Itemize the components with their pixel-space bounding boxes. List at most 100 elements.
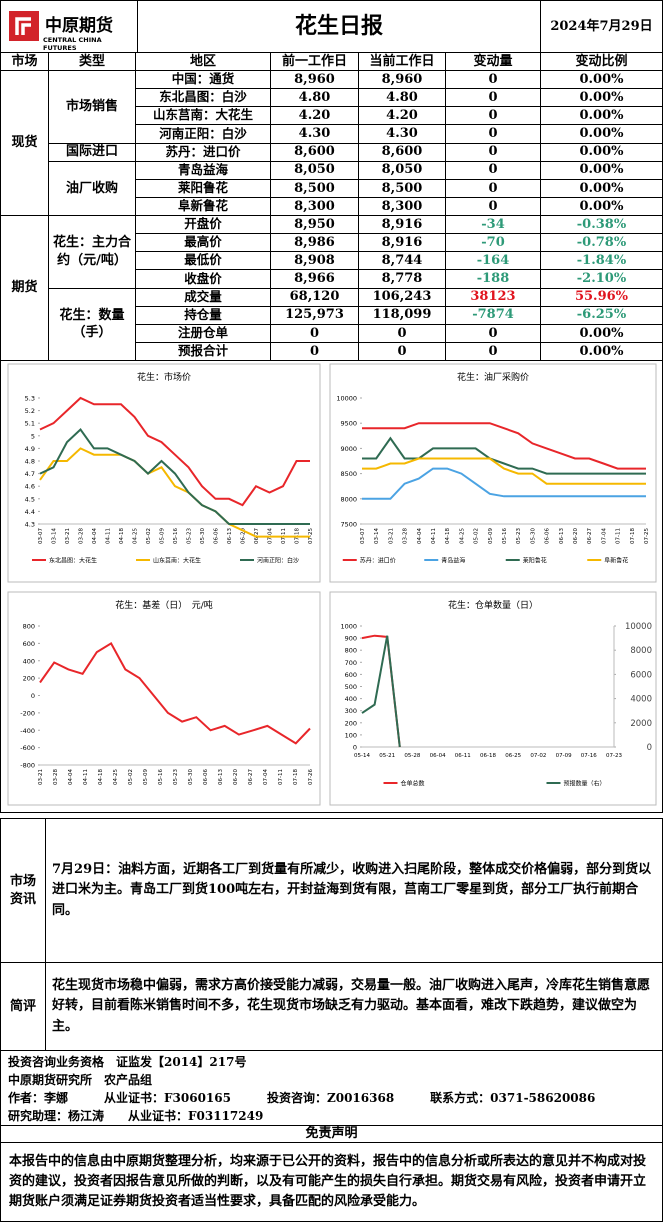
x-tick-label: 05-02 — [474, 528, 480, 544]
value-cell: -2.10% — [540, 269, 663, 289]
series-line — [361, 635, 401, 748]
value-cell: -34 — [445, 215, 541, 235]
region-cell: 青岛益海 — [135, 160, 271, 180]
value-cell: 0 — [445, 178, 541, 198]
x-tick-label: 05-02 — [128, 769, 134, 785]
legend-label: 苏丹：进口价 — [360, 557, 396, 565]
series-line — [39, 396, 310, 507]
y2-tick-label: 10000 — [625, 622, 652, 632]
region-cell: 河南正阳：白沙 — [135, 124, 271, 144]
value-cell: 0 — [445, 160, 541, 180]
y2-tick-label: 4000 — [630, 695, 652, 705]
x-tick-label: 07-23 — [606, 753, 622, 759]
y-tick-label: 7500 — [340, 521, 357, 529]
y-tick-label: 600 — [23, 640, 35, 648]
x-tick-label: 04-11 — [431, 528, 437, 544]
value-cell: -0.78% — [540, 233, 663, 253]
region-cell: 注册仓单 — [135, 323, 271, 343]
value-cell: 0 — [445, 88, 541, 108]
y-tick-label: -600 — [20, 744, 35, 752]
y2-tick-label: 8000 — [630, 646, 652, 656]
value-cell: 8,916 — [358, 215, 446, 235]
value-cell: 8,960 — [270, 70, 359, 90]
region-cell: 预报合计 — [135, 341, 271, 361]
value-cell: -188 — [445, 269, 541, 289]
x-tick-label: 06-18 — [480, 753, 496, 759]
x-tick-label: 07-26 — [308, 769, 314, 785]
x-tick-label: 06-13 — [218, 769, 224, 785]
region-cell: 苏丹：进口价 — [135, 142, 271, 162]
x-tick-label: 05-16 — [173, 528, 179, 544]
value-cell: 0.00% — [540, 341, 663, 361]
region-cell: 最高价 — [135, 233, 271, 253]
region-cell: 莱阳鲁花 — [135, 178, 271, 198]
value-cell: 8,916 — [358, 233, 446, 253]
region-cell: 东北昌图：白沙 — [135, 88, 271, 108]
x-tick-label: 05-14 — [354, 753, 370, 759]
y2-tick-label: 6000 — [630, 670, 652, 680]
x-tick-label: 07-04 — [263, 769, 269, 785]
chart-title: 花生：仓单数量（日） — [448, 599, 538, 611]
x-tick-label: 03-14 — [52, 528, 58, 544]
x-tick-label: 06-25 — [505, 753, 521, 759]
column-header: 当前工作日 — [358, 52, 446, 71]
x-tick-label: 07-18 — [293, 769, 299, 785]
region-cell: 阜新鲁花 — [135, 196, 271, 216]
y-tick-label: 5.2 — [25, 407, 35, 415]
x-tick-label: 06-13 — [227, 528, 233, 544]
value-cell: 4.80 — [358, 88, 446, 108]
y-tick-label: 4.3 — [25, 521, 35, 529]
series-line — [39, 427, 310, 525]
x-tick-label: 07-25 — [644, 528, 650, 544]
series-line — [362, 436, 646, 475]
footer-line: 投资咨询业务资格 证监发【2014】217号 — [8, 1054, 247, 1069]
y2-tick-label: 0 — [647, 743, 652, 753]
value-cell: 106,243 — [358, 287, 446, 307]
x-tick-label: 03-21 — [38, 769, 44, 785]
value-cell: 8,778 — [358, 269, 446, 289]
value-cell: 8,600 — [358, 142, 446, 162]
type-cell: 花生：数量（手） — [48, 287, 136, 361]
chart-frame — [329, 591, 657, 806]
x-tick-label: 03-28 — [403, 528, 409, 544]
region-cell: 开盘价 — [135, 215, 271, 235]
value-cell: -164 — [445, 251, 541, 271]
value-cell: 68,120 — [270, 287, 359, 307]
y-tick-label: 4.4 — [25, 508, 35, 516]
value-cell: 0 — [358, 341, 446, 361]
info-text: 7月29日：油料方面，近期各工厂到货量有所减少，收购进入扫尾阶段，整体成交价格偏… — [45, 818, 663, 963]
x-tick-label: 06-11 — [455, 753, 471, 759]
y-tick-label: 1000 — [340, 623, 357, 631]
x-tick-label: 07-18 — [630, 528, 636, 544]
type-cell: 国际进口 — [48, 142, 136, 162]
x-tick-label: 05-30 — [200, 528, 206, 544]
value-cell: 0.00% — [540, 70, 663, 90]
x-tick-label: 05-16 — [502, 528, 508, 544]
value-cell: 8,500 — [358, 178, 446, 198]
value-cell: 4.20 — [358, 106, 446, 126]
value-cell: 4.20 — [270, 106, 359, 126]
value-cell: 0 — [445, 196, 541, 216]
type-cell: 市场销售 — [48, 70, 136, 144]
value-cell: 8,908 — [270, 251, 359, 271]
value-cell: 0.00% — [540, 196, 663, 216]
value-cell: 8,050 — [270, 160, 359, 180]
legend-label: 莱阳鲁花 — [523, 557, 547, 565]
region-cell: 成交量 — [135, 287, 271, 307]
value-cell: 0 — [445, 70, 541, 90]
y-tick-label: 400 — [345, 695, 357, 703]
x-tick-label: 07-11 — [278, 769, 284, 785]
value-cell: 0.00% — [540, 323, 663, 343]
y-tick-label: 800 — [345, 647, 357, 655]
value-cell: -6.25% — [540, 305, 663, 325]
value-cell: 0.00% — [540, 142, 663, 162]
series-line — [39, 642, 311, 745]
legend-label: 仓单总数 — [401, 780, 425, 788]
value-cell: 8,966 — [270, 269, 359, 289]
legend-label: 河南正阳：白沙 — [257, 557, 299, 565]
x-tick-label: 07-25 — [308, 528, 314, 544]
report-title: 花生日报 — [137, 0, 541, 53]
y-tick-label: 900 — [345, 635, 357, 643]
x-tick-label: 05-23 — [173, 769, 179, 785]
y-tick-label: 4.9 — [25, 445, 35, 453]
